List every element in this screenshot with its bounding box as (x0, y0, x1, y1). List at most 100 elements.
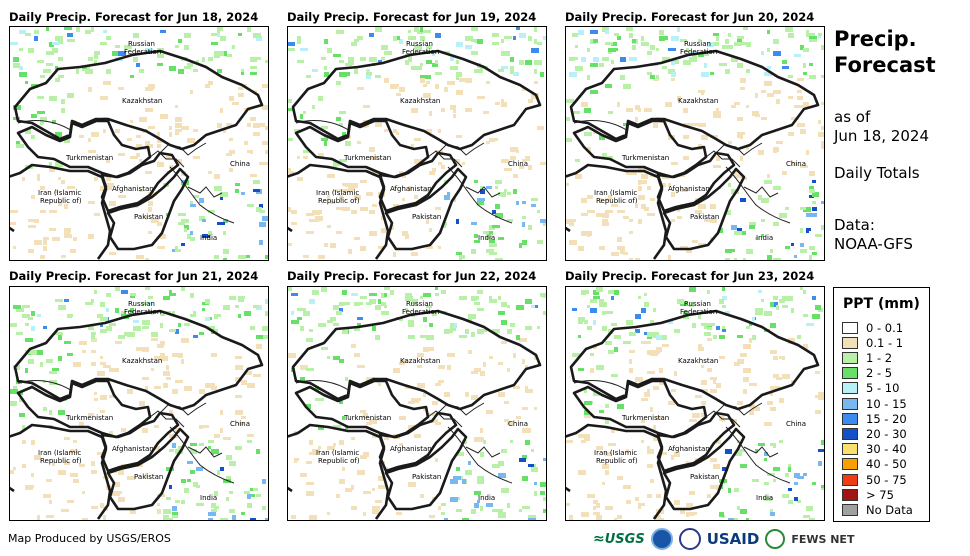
precip-field (566, 287, 824, 520)
country-label: China (230, 160, 250, 168)
legend-item: 0.1 - 1 (842, 335, 903, 350)
country-border (566, 163, 668, 260)
legend-item: > 75 (842, 487, 894, 502)
legend-swatch (842, 336, 858, 349)
country-label: Pakistan (134, 473, 163, 481)
province-border (149, 150, 185, 168)
precip-field (10, 287, 268, 520)
country-border (662, 167, 746, 251)
country-border (288, 423, 390, 520)
country-label: Republic of) (596, 197, 638, 205)
country-label: China (508, 420, 528, 428)
country-border (572, 379, 708, 439)
country-label: Russian (406, 40, 433, 48)
country-label: Republic of) (318, 457, 360, 465)
country-border (662, 427, 746, 511)
country-label: Afghanistan (668, 445, 710, 453)
totals-label: Daily Totals (834, 164, 920, 182)
province-border (437, 402, 485, 416)
province-border (427, 150, 463, 168)
noaa-logo-icon (650, 528, 673, 550)
country-label: Afghanistan (390, 185, 432, 193)
legend-label: 0 - 0.1 (866, 320, 904, 335)
title-line: Forecast (834, 53, 936, 77)
country-label: Federation (402, 48, 439, 56)
legend-item: 30 - 40 (842, 442, 907, 457)
country-label: Iran (Islamic (38, 449, 81, 457)
legend-swatch (842, 458, 858, 471)
province-border (169, 426, 235, 484)
country-label: India (756, 234, 773, 242)
country-border (656, 151, 736, 213)
province-border (715, 142, 763, 156)
country-border (566, 423, 668, 520)
country-label: Pakistan (412, 473, 441, 481)
country-label: Russian (128, 300, 155, 308)
country-label: Afghanistan (112, 185, 154, 193)
precip-map-panel[interactable]: Russian Federation Kazakhstan Turkmenistan C… (9, 286, 269, 521)
legend-label: 20 - 30 (866, 426, 907, 441)
country-label: China (230, 420, 250, 428)
panel-title: Daily Precip. Forecast for Jun 23, 2024 (565, 269, 815, 283)
legend-item: No Data (842, 502, 913, 517)
as-of-date: as of Jun 18, 2024 (834, 108, 929, 146)
map-credit: Map Produced by USGS/EROS (8, 532, 171, 545)
country-border (384, 427, 468, 511)
country-label: China (786, 420, 806, 428)
panel-title: Daily Precip. Forecast for Jun 22, 2024 (287, 269, 537, 283)
legend-swatch (842, 351, 858, 364)
country-label: Afghanistan (668, 185, 710, 193)
province-border (465, 186, 501, 198)
province-border (169, 166, 235, 224)
data-source-label: Data: (834, 216, 875, 234)
country-border (294, 379, 430, 439)
country-label: Federation (680, 48, 717, 56)
legend-item: 1 - 2 (842, 350, 892, 365)
country-label: Russian (684, 40, 711, 48)
country-label: Kazakhstan (122, 97, 162, 105)
country-border (572, 119, 708, 179)
province-border (705, 150, 741, 168)
country-border (656, 411, 736, 473)
country-border (378, 411, 458, 473)
country-label: Turkmenistan (621, 154, 669, 162)
precip-field (288, 27, 546, 260)
country-label: Turkmenistan (65, 154, 113, 162)
legend-swatch (842, 367, 858, 380)
province-border (187, 446, 223, 458)
legend-label: 15 - 20 (866, 411, 907, 426)
partner-logos: ≈USGS USAID FEWS NET (593, 527, 854, 551)
precip-map-panel[interactable]: Russian Federation Kazakhstan Turkmenistan C… (287, 286, 547, 521)
legend-item: 10 - 15 (842, 396, 907, 411)
precip-map-panel[interactable]: Russian Federation Kazakhstan Turkmenistan C… (287, 26, 547, 261)
country-label: Turkmenistan (343, 154, 391, 162)
country-label: Republic of) (40, 457, 82, 465)
precip-map-panel[interactable]: Russian Federation Kazakhstan Turkmenistan C… (565, 26, 825, 261)
country-label: Pakistan (690, 473, 719, 481)
precip-map-panel[interactable]: Russian Federation Kazakhstan Turkmenistan C… (565, 286, 825, 521)
legend-swatch (842, 382, 858, 395)
province-border (187, 186, 223, 198)
legend-item: 40 - 50 (842, 457, 907, 472)
legend-swatch (842, 427, 858, 440)
fews-logo-icon (765, 529, 786, 549)
province-border (743, 446, 779, 458)
dhs-logo-icon (678, 528, 701, 550)
province-border (465, 446, 501, 458)
country-label: Federation (402, 308, 439, 316)
country-label: Afghanistan (112, 445, 154, 453)
legend-label: No Data (866, 502, 913, 517)
province-border (447, 426, 513, 484)
country-border (378, 151, 458, 213)
legend-item: 5 - 10 (842, 381, 899, 396)
legend-swatch (842, 412, 858, 425)
forecast-title: Precip. Forecast (834, 26, 936, 78)
country-border (16, 379, 152, 439)
precip-map-panel[interactable]: Russian Federation Kazakhstan Turkmenistan C… (9, 26, 269, 261)
legend-label: 2 - 5 (866, 366, 893, 381)
precip-field (288, 287, 546, 520)
